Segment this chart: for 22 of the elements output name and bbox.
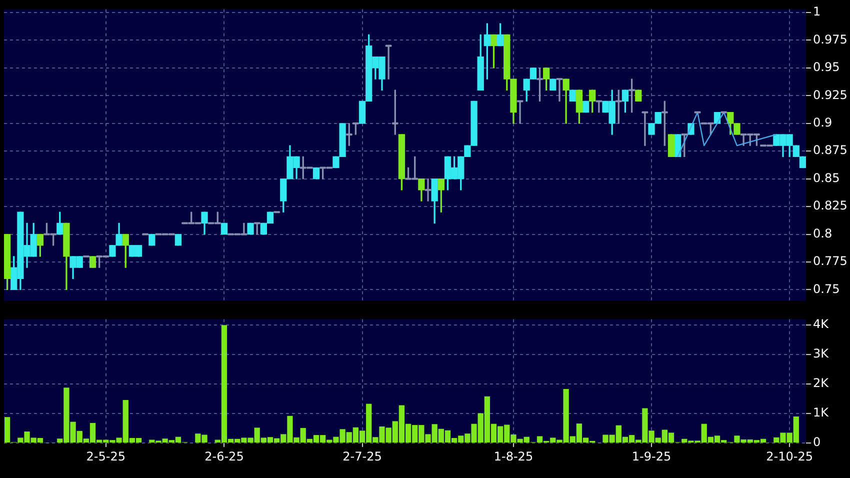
y-tick-label: 1 [813, 4, 821, 19]
y-tick-label: 0.8 [813, 226, 832, 240]
x-tick-label: 2-5-25 [86, 449, 126, 464]
y-tick-label: 0.875 [813, 143, 848, 158]
y-tick-label: 0.75 [813, 282, 840, 296]
y-tick-label: 3K [813, 346, 830, 361]
y-tick-label: 1K [813, 406, 830, 420]
x-tick-label: 1-8-25 [494, 449, 534, 464]
x-tick-label: 2-7-25 [342, 449, 382, 464]
y-tick-label: 0.95 [813, 60, 840, 74]
y-tick-label: 4K [813, 317, 830, 332]
y-tick-label: 0.9 [813, 116, 832, 130]
y-tick-label: 0.775 [813, 254, 848, 268]
y-tick-label: 0.925 [813, 88, 848, 102]
x-tick-label: 2-6-25 [204, 449, 244, 464]
y-tick-label: 0 [813, 435, 821, 450]
x-tick-label: 2-10-25 [766, 449, 813, 464]
y-tick-label: 2K [813, 376, 830, 390]
y-tick-label: 0.85 [813, 170, 840, 185]
y-tick-label: 0.975 [813, 32, 848, 46]
x-tick-label: 1-9-25 [632, 449, 672, 464]
y-tick-label: 0.825 [813, 198, 848, 213]
